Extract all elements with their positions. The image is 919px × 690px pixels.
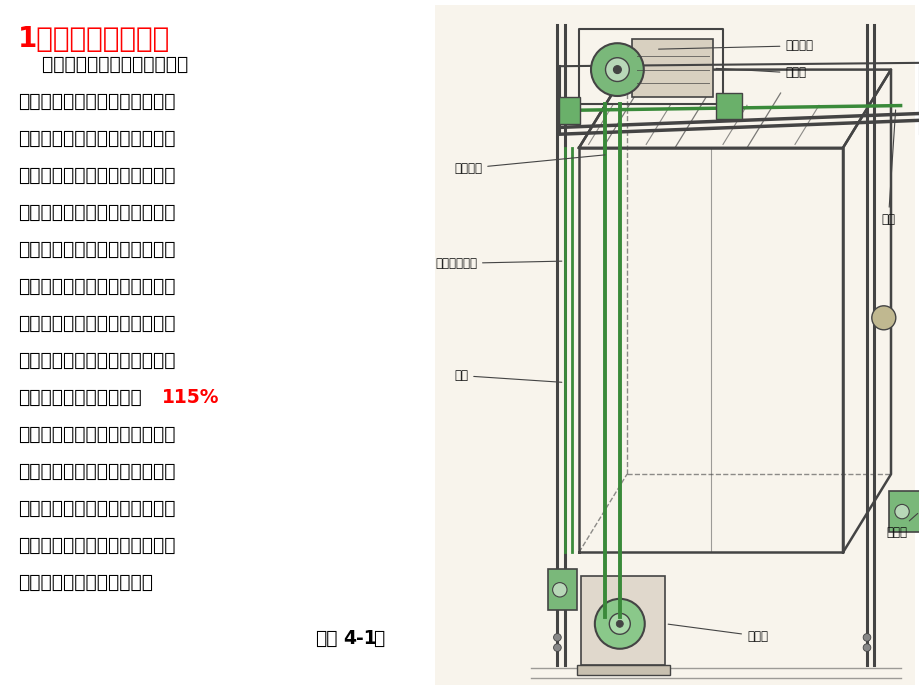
Text: 图（: 图（	[314, 629, 337, 648]
Circle shape	[553, 633, 561, 641]
Bar	[631, 39, 712, 97]
Text: 成一个闭环，其绳头部与轿厢紧: 成一个闭环，其绳头部与轿厢紧	[18, 240, 176, 259]
Circle shape	[871, 306, 895, 330]
Text: 全钳连起来。限速器能够反映轿: 全钳连起来。限速器能够反映轿	[18, 314, 176, 333]
Circle shape	[552, 582, 566, 597]
Text: 1．限速器和安全钳: 1．限速器和安全钳	[18, 25, 170, 53]
Bar	[581, 576, 664, 664]
Text: 的安全保护装置，也称之为断绳: 的安全保护装置，也称之为断绳	[18, 92, 176, 111]
Bar	[547, 569, 576, 610]
Text: 厢的实际运行速度，当电梯轿厢: 厢的实际运行速度，当电梯轿厢	[18, 351, 176, 370]
Text: 房楼板地面上。限速器的钢丝绳: 房楼板地面上。限速器的钢丝绳	[18, 166, 176, 185]
Text: 保护和超速保护。安装在电梯机: 保护和超速保护。安装在电梯机	[18, 129, 176, 148]
Text: 限速器和安全钳是电梯最重要: 限速器和安全钳是电梯最重要	[18, 55, 188, 74]
Text: 丝绳拉动安全钳动作，使安全钳: 丝绳拉动安全钳动作，使安全钳	[18, 499, 176, 518]
Bar	[888, 491, 919, 532]
Text: ）: ）	[372, 629, 384, 648]
Circle shape	[590, 43, 643, 96]
Circle shape	[616, 620, 622, 627]
Circle shape	[862, 633, 870, 641]
Text: 固在一起，并通过机械连杆与安: 固在一起，并通过机械连杆与安	[18, 277, 176, 296]
Circle shape	[608, 613, 630, 634]
Text: 制停在导轨上，停止运动。: 制停在导轨上，停止运动。	[18, 573, 153, 592]
Text: 115%: 115%	[162, 388, 220, 407]
Text: 限速器轮: 限速器轮	[658, 39, 812, 52]
Circle shape	[613, 66, 620, 74]
Circle shape	[553, 644, 561, 651]
Text: 张紧轮: 张紧轮	[667, 624, 767, 642]
Circle shape	[862, 644, 870, 651]
Bar	[576, 664, 669, 675]
Bar	[435, 5, 914, 685]
Text: 拉杆: 拉杆	[454, 369, 562, 382]
Circle shape	[894, 504, 908, 519]
Text: 围绕着绳轮和底坑中的张紧轮形: 围绕着绳轮和底坑中的张紧轮形	[18, 203, 176, 222]
Circle shape	[595, 599, 644, 649]
Text: 限速器: 限速器	[715, 66, 806, 79]
Text: 运行速度超过额定速度的: 运行速度超过额定速度的	[18, 388, 142, 407]
Text: 限速器绳: 限速器绳	[454, 155, 605, 175]
Text: 4-1: 4-1	[343, 629, 376, 648]
Text: 连杆: 连杆	[880, 110, 894, 226]
Text: 夹紧钢丝绳。当轿厢下降时，钢: 夹紧钢丝绳。当轿厢下降时，钢	[18, 462, 176, 481]
Text: 安全钳: 安全钳	[885, 513, 917, 538]
Bar	[558, 97, 580, 124]
Text: 对导轨产生摩擦力，把轿厢迅速: 对导轨产生摩擦力，把轿厢迅速	[18, 536, 176, 555]
Circle shape	[605, 58, 629, 81]
Bar	[715, 92, 742, 119]
Text: 时，限速器动作，触发夹绳装置: 时，限速器动作，触发夹绳装置	[18, 425, 176, 444]
Text: 安全操作拉杆: 安全操作拉杆	[435, 257, 562, 270]
